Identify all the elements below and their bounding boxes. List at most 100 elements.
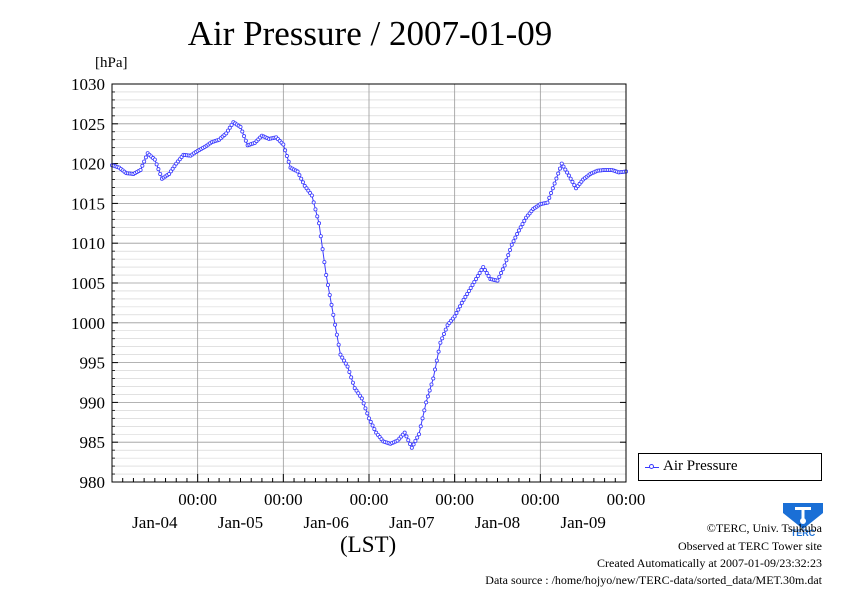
data-point <box>142 159 147 164</box>
data-point <box>325 282 330 287</box>
data-point <box>440 336 445 341</box>
data-point <box>458 304 463 309</box>
x-axis: 00:00Jan-0400:00Jan-0500:00Jan-0600:00Ja… <box>111 474 646 532</box>
data-point <box>224 131 229 136</box>
y-axis: 980 985 990 995 1000 1005 1010 1015 1020 1025 1030 <box>71 75 626 492</box>
data-point <box>334 332 339 337</box>
x-tick-date-label: Jan-08 <box>475 513 520 532</box>
data-point <box>345 364 350 369</box>
data-point <box>441 331 446 336</box>
y-tick-label: 1030 <box>71 75 105 94</box>
data-point <box>568 176 573 181</box>
data-point <box>429 382 434 387</box>
y-tick-label: 1005 <box>71 274 105 293</box>
data-point <box>549 191 554 196</box>
data-point <box>420 416 425 421</box>
data-point <box>481 265 486 270</box>
plot-area <box>110 120 629 450</box>
data-point <box>363 406 368 411</box>
data-point <box>309 193 314 198</box>
data-point <box>338 352 343 357</box>
data-point <box>422 408 427 413</box>
data-point <box>452 314 457 319</box>
data-point <box>472 279 477 284</box>
plot-frame <box>111 83 627 483</box>
data-point <box>497 274 502 279</box>
x-tick-date-label: Jan-07 <box>389 513 435 532</box>
data-point <box>502 263 507 268</box>
data-point <box>327 292 332 297</box>
x-tick-time-label: 00:00 <box>521 490 560 509</box>
y-tick-label: 980 <box>80 473 106 492</box>
data-point <box>229 122 234 127</box>
data-point <box>520 222 525 227</box>
footer-source: Data source : /home/hojyo/new/TERC-data/… <box>485 573 822 587</box>
data-point <box>143 155 148 160</box>
data-point <box>556 171 561 176</box>
data-point <box>443 327 448 332</box>
data-point <box>561 164 566 169</box>
data-point <box>456 307 461 312</box>
data-point <box>552 181 557 186</box>
data-point <box>243 138 248 143</box>
y-axis-unit: [hPa] <box>95 55 128 71</box>
y-tick-label: 1000 <box>71 314 105 333</box>
data-point <box>415 435 420 440</box>
data-point <box>318 234 323 239</box>
data-point <box>570 179 575 184</box>
data-point <box>227 125 232 130</box>
data-point <box>240 129 245 134</box>
x-tick-time-label: 00:00 <box>264 490 303 509</box>
data-point <box>509 242 514 247</box>
data-point <box>477 271 482 276</box>
data-point <box>295 169 300 174</box>
footer-credit: ©TERC, Univ. Tsukuba <box>706 521 822 535</box>
data-point <box>311 200 316 205</box>
data-point <box>550 186 555 191</box>
y-tick-label: 985 <box>80 433 106 452</box>
logo-text: TERC <box>791 528 816 537</box>
data-point <box>474 277 479 282</box>
data-point <box>347 369 352 374</box>
data-point <box>566 173 571 178</box>
data-point <box>324 273 329 278</box>
data-point <box>484 271 489 276</box>
data-point <box>320 247 325 252</box>
y-tick-label: 1010 <box>71 234 105 253</box>
data-point <box>300 180 305 185</box>
data-point <box>238 124 243 129</box>
footer-created: Created Automatically at 2007-01-09/23:3… <box>597 556 822 570</box>
chart-title: Air Pressure / 2007-01-09 <box>187 14 553 53</box>
data-point <box>402 430 407 435</box>
terc-logo: TERC <box>783 503 823 537</box>
data-point <box>281 142 286 147</box>
data-point <box>433 367 438 372</box>
x-tick-time-label: 00:00 <box>178 490 217 509</box>
y-tick-label: 1025 <box>71 115 105 134</box>
data-point <box>463 294 468 299</box>
x-tick-time-label: 00:00 <box>607 490 646 509</box>
data-point <box>513 235 518 240</box>
y-tick-label: 1015 <box>71 194 105 213</box>
data-point <box>545 200 550 205</box>
data-point <box>459 300 464 305</box>
data-point <box>368 419 373 424</box>
data-point <box>329 302 334 307</box>
x-tick-time-label: 00:00 <box>435 490 474 509</box>
data-point <box>286 159 291 164</box>
legend-marker-icon <box>645 464 659 469</box>
footer-site: Observed at TERC Tower site <box>677 539 822 553</box>
data-point <box>170 166 175 171</box>
data-point <box>461 297 466 302</box>
data-point <box>322 260 327 265</box>
data-point <box>333 322 338 327</box>
legend: Air Pressure <box>638 453 822 481</box>
data-point <box>408 441 413 446</box>
data-point <box>140 163 145 168</box>
data-point <box>516 228 521 233</box>
data-point <box>226 128 231 133</box>
y-tick-label: 990 <box>80 393 106 412</box>
data-point <box>559 161 564 166</box>
data-point <box>354 388 359 393</box>
